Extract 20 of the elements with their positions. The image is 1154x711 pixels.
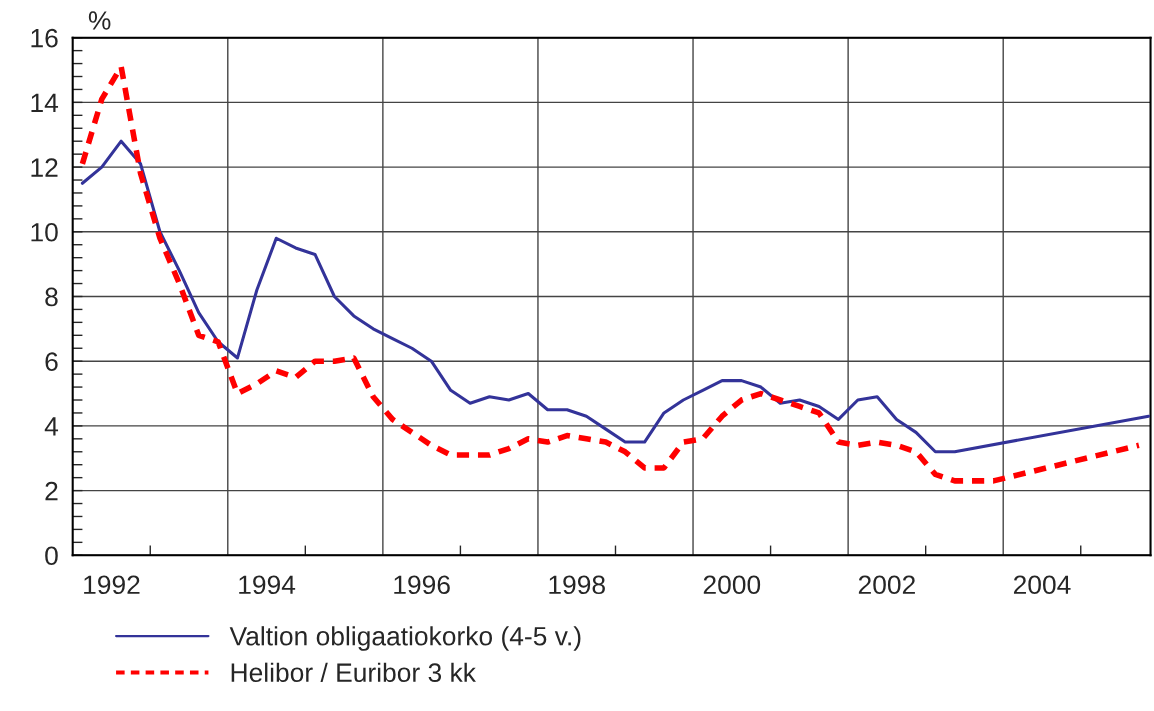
y-tick-label: 8	[45, 287, 58, 307]
legend-label: Helibor / Euribor 3 kk	[231, 662, 476, 683]
x-tick-label: 1992	[84, 575, 140, 595]
y-tick-label: 16	[31, 28, 58, 48]
y-axis-title: %	[88, 11, 111, 30]
y-tick-label: 2	[45, 481, 58, 501]
x-tick-label: 2002	[858, 575, 915, 595]
x-tick-label: 1994	[239, 575, 296, 595]
line-series	[80, 139, 1151, 454]
x-tick-label: 2004	[1013, 575, 1071, 595]
y-tick-label: 14	[31, 93, 59, 112]
x-tick-label: 1998	[549, 575, 605, 595]
y-tick-label: 12	[31, 158, 58, 177]
x-tick-label: 2000	[703, 575, 761, 595]
y-tick-label: 10	[31, 222, 58, 242]
y-tick-label: 6	[45, 352, 58, 372]
x-tick-label: 1996	[394, 575, 450, 595]
y-tick-label: 4	[44, 417, 59, 436]
legend-label: Valtion obligaatiokorko (4-5 v.)	[229, 626, 581, 651]
y-tick-label: 0	[45, 546, 58, 566]
